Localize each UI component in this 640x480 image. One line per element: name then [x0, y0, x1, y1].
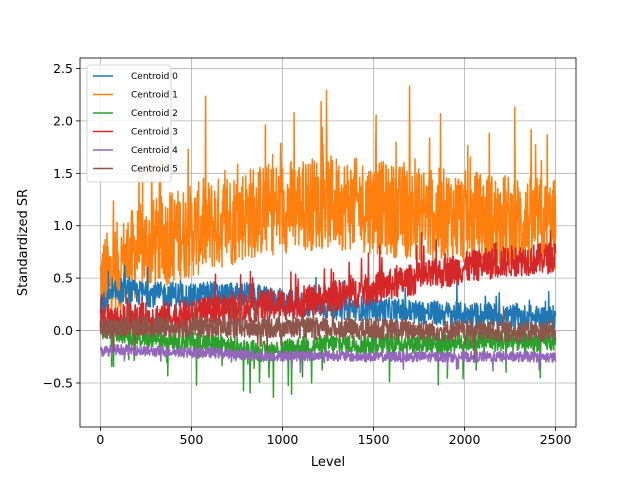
x-axis-label: Level: [311, 455, 345, 470]
x-tick-label: 1000: [267, 432, 299, 447]
y-tick-label: 1.5: [53, 166, 73, 181]
plot-frame: [79, 57, 577, 428]
y-axis-label: Standardized SR: [16, 189, 31, 296]
series-line-centroid-2: [99, 316, 557, 399]
series-line-centroid-5: [99, 296, 557, 360]
plot-series: [99, 85, 557, 399]
y-axis-ticks: −0.5 0.0 0.5 1.0 1.5 2.0 2.5: [43, 61, 80, 390]
x-tick-label: 2500: [540, 432, 572, 447]
x-tick-label: 500: [180, 432, 204, 447]
legend: Centroid 0 Centroid 1 Centroid 2 Centroid 3…: [86, 64, 178, 183]
series-line-centroid-3: [99, 230, 557, 337]
series-line-centroid-4: [100, 343, 557, 374]
legend-label: Centroid 2: [131, 109, 178, 119]
y-tick-label: 0.0: [53, 323, 73, 338]
x-tick-label: 0: [96, 432, 104, 447]
x-tick-label: 2000: [449, 432, 481, 447]
legend-label: Centroid 5: [131, 165, 178, 175]
legend-label: Centroid 0: [131, 72, 178, 82]
x-axis-ticks: 0 500 1000 1500 2000 2500: [96, 427, 572, 447]
y-tick-label: 1.0: [53, 218, 73, 233]
legend-label: Centroid 4: [131, 146, 178, 156]
series-line-centroid-1: [99, 85, 557, 322]
y-tick-label: 2.5: [53, 61, 73, 76]
legend-label: Centroid 1: [131, 91, 178, 101]
legend-label: Centroid 3: [131, 128, 178, 138]
x-tick-label: 1500: [358, 432, 390, 447]
y-tick-label: 2.0: [53, 113, 73, 128]
y-tick-label: −0.5: [43, 375, 73, 390]
y-tick-label: 0.5: [53, 271, 73, 286]
